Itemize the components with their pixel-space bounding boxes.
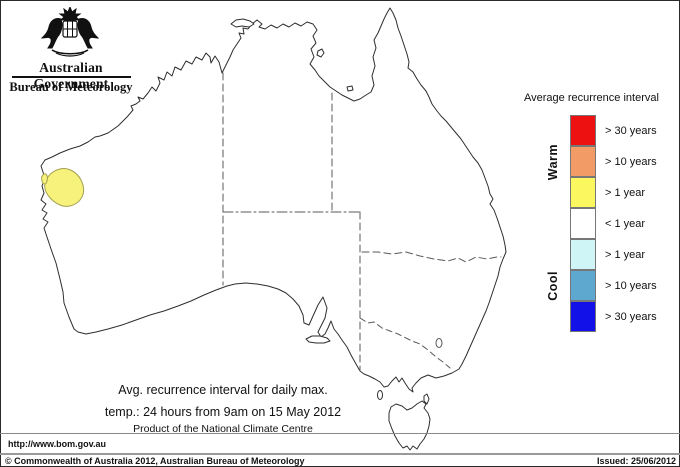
flinders-island xyxy=(423,393,430,405)
legend-swatch xyxy=(570,145,596,177)
legend-item-label: > 30 years xyxy=(605,310,657,323)
caption-line1: Avg. recurrence interval for daily max. xyxy=(118,383,328,397)
kangaroo-island xyxy=(305,335,331,344)
legend-swatch xyxy=(570,238,596,270)
legend-item: > 1 year xyxy=(520,176,657,208)
legend-item: > 30 years xyxy=(520,300,657,332)
bom-url: http://www.bom.gov.au xyxy=(8,439,106,449)
tasmania-coastline xyxy=(388,400,431,451)
header-divider xyxy=(12,76,131,78)
coat-of-arms-icon xyxy=(40,7,100,57)
legend-item-label: > 10 years xyxy=(605,279,657,292)
state-borders xyxy=(222,72,502,372)
legend-item-label: > 1 year xyxy=(605,186,646,199)
map-caption: Avg. recurrence interval for daily max. … xyxy=(73,383,373,435)
legend-item-label: < 1 year xyxy=(605,217,646,230)
legend-swatch xyxy=(570,300,596,332)
warm-anomaly-region xyxy=(44,168,84,207)
legend-item: < 1 year xyxy=(520,207,657,239)
legend-swatch xyxy=(570,207,596,239)
legend-swatch xyxy=(570,269,596,301)
border-nsw-vic xyxy=(359,317,451,369)
groote-eylandt xyxy=(316,48,325,58)
legend-item-label: > 1 year xyxy=(605,248,646,261)
islands xyxy=(230,18,431,451)
legend: Average recurrence interval Warm Cool > … xyxy=(520,92,678,342)
border-act xyxy=(435,338,443,348)
legend-rows: > 30 years > 10 years > 1 year < 1 year … xyxy=(520,114,657,332)
king-island xyxy=(377,390,383,400)
issued-date: Issued: 25/06/2012 xyxy=(596,456,676,466)
bureau-title: Bureau of Meteorology xyxy=(9,80,133,94)
melville-island xyxy=(230,18,255,28)
warm-anomaly-coastal-patch xyxy=(41,173,48,185)
anomaly-group xyxy=(41,168,84,207)
copyright-text: © Commonwealth of Australia 2012, Austra… xyxy=(5,456,305,466)
legend-item: > 1 year xyxy=(520,238,657,270)
legend-item: > 30 years xyxy=(520,114,657,146)
mornington-island xyxy=(346,85,354,92)
mainland-coastline xyxy=(40,7,507,393)
footer-divider-top xyxy=(0,433,680,434)
government-title: Australian Government xyxy=(33,60,109,91)
legend-item: > 10 years xyxy=(520,145,657,177)
legend-title: Average recurrence interval xyxy=(524,92,659,104)
caption-line3: Product of the National Climate Centre xyxy=(133,423,313,435)
legend-swatch xyxy=(570,176,596,208)
legend-item-label: > 10 years xyxy=(605,155,657,168)
legend-item-label: > 30 years xyxy=(605,124,657,137)
legend-swatch xyxy=(570,114,596,146)
legend-item: > 10 years xyxy=(520,269,657,301)
footer-divider-bottom xyxy=(0,453,680,455)
caption-line2: temp.: 24 hours from 9am on 15 May 2012 xyxy=(104,405,342,419)
